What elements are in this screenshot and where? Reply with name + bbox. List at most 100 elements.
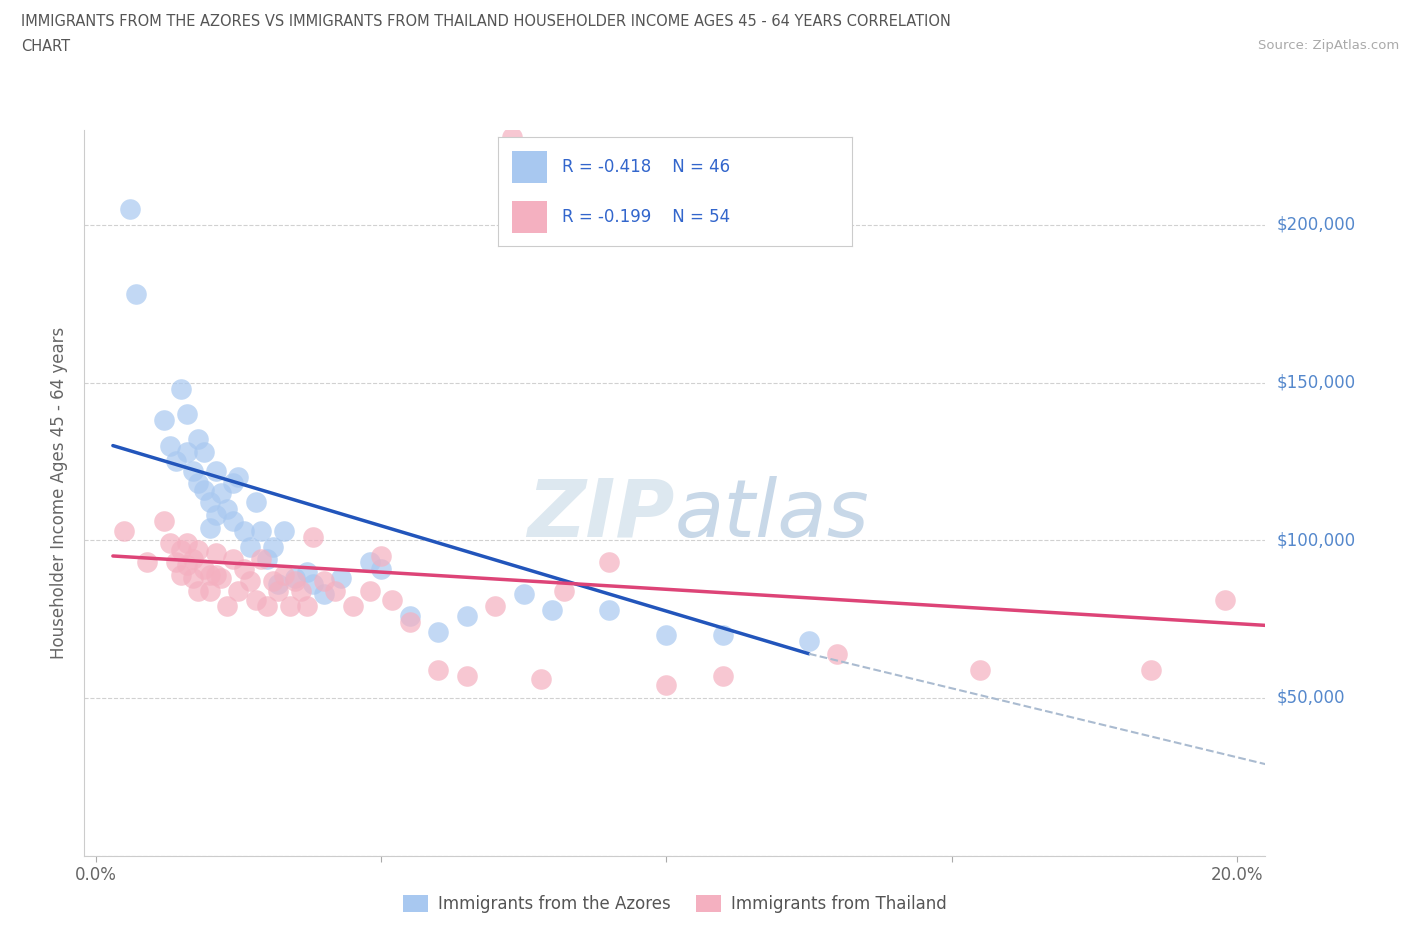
Point <box>711 669 734 684</box>
Point <box>228 470 250 485</box>
Point <box>181 463 204 478</box>
Point <box>233 561 256 576</box>
Point <box>256 551 278 566</box>
Point <box>359 583 381 598</box>
Point <box>541 602 564 617</box>
Text: $50,000: $50,000 <box>1277 689 1346 707</box>
Point <box>215 599 238 614</box>
Point <box>381 592 404 607</box>
Point <box>228 583 250 598</box>
Point <box>827 646 849 661</box>
Point <box>215 501 238 516</box>
Point <box>273 567 295 582</box>
Y-axis label: Householder Income Ages 45 - 64 years: Householder Income Ages 45 - 64 years <box>51 326 69 659</box>
Point <box>398 608 420 623</box>
Text: ZIP: ZIP <box>527 475 675 553</box>
Text: $100,000: $100,000 <box>1277 531 1355 550</box>
Text: $200,000: $200,000 <box>1277 216 1355 233</box>
Point <box>312 574 335 589</box>
Point <box>370 561 392 576</box>
Text: $150,000: $150,000 <box>1277 374 1355 392</box>
Point <box>267 577 290 591</box>
Point <box>290 583 312 598</box>
Point <box>267 583 290 598</box>
Point <box>342 599 364 614</box>
Point <box>136 555 159 570</box>
Point <box>204 567 226 582</box>
Point <box>209 571 232 586</box>
Point <box>193 445 215 459</box>
Point <box>250 524 273 538</box>
Point <box>153 413 176 428</box>
Point <box>187 542 209 557</box>
Point <box>295 599 318 614</box>
Point <box>165 454 187 469</box>
Point <box>370 549 392 564</box>
Point <box>198 520 221 535</box>
Point <box>301 577 323 591</box>
Point <box>284 574 307 589</box>
Point <box>181 571 204 586</box>
Point <box>170 381 193 396</box>
Point <box>512 587 534 602</box>
Point <box>125 286 148 301</box>
Point <box>176 536 198 551</box>
Point <box>1215 592 1237 607</box>
Point <box>176 406 198 421</box>
Point <box>239 539 262 554</box>
Point <box>193 483 215 498</box>
Point <box>325 583 347 598</box>
Point <box>501 129 523 144</box>
Point <box>295 565 318 579</box>
Point <box>284 571 307 586</box>
Text: CHART: CHART <box>21 39 70 54</box>
Point <box>222 476 245 491</box>
Legend: Immigrants from the Azores, Immigrants from Thailand: Immigrants from the Azores, Immigrants f… <box>396 888 953 920</box>
Point <box>233 524 256 538</box>
Point <box>176 558 198 573</box>
Point <box>170 542 193 557</box>
Point <box>159 438 181 453</box>
Point <box>969 662 991 677</box>
Point <box>530 671 553 686</box>
Point <box>204 508 226 523</box>
Point <box>553 583 575 598</box>
Point <box>181 551 204 566</box>
Point <box>198 567 221 582</box>
Point <box>797 633 820 648</box>
Point <box>198 495 221 510</box>
Point <box>655 628 678 643</box>
Point <box>198 583 221 598</box>
Point <box>256 599 278 614</box>
Point <box>359 555 381 570</box>
Point <box>193 561 215 576</box>
Text: atlas: atlas <box>675 475 870 553</box>
Point <box>598 602 620 617</box>
Point <box>301 529 323 544</box>
Point <box>484 599 506 614</box>
Point <box>176 445 198 459</box>
Point <box>153 514 176 529</box>
Text: IMMIGRANTS FROM THE AZORES VS IMMIGRANTS FROM THAILAND HOUSEHOLDER INCOME AGES 4: IMMIGRANTS FROM THE AZORES VS IMMIGRANTS… <box>21 14 950 29</box>
Point <box>398 615 420 630</box>
Point <box>112 524 135 538</box>
Point <box>239 574 262 589</box>
Point <box>655 678 678 693</box>
Point <box>187 432 209 446</box>
Point <box>222 551 245 566</box>
Point <box>245 592 267 607</box>
Point <box>222 514 245 529</box>
Point <box>711 628 734 643</box>
Point <box>165 555 187 570</box>
Point <box>170 567 193 582</box>
Point <box>250 551 273 566</box>
Point <box>330 571 353 586</box>
Point <box>187 476 209 491</box>
Point <box>278 599 301 614</box>
Point <box>118 202 141 217</box>
Point <box>1140 662 1163 677</box>
Point <box>312 587 335 602</box>
Point <box>159 536 181 551</box>
Point <box>204 463 226 478</box>
Point <box>187 583 209 598</box>
